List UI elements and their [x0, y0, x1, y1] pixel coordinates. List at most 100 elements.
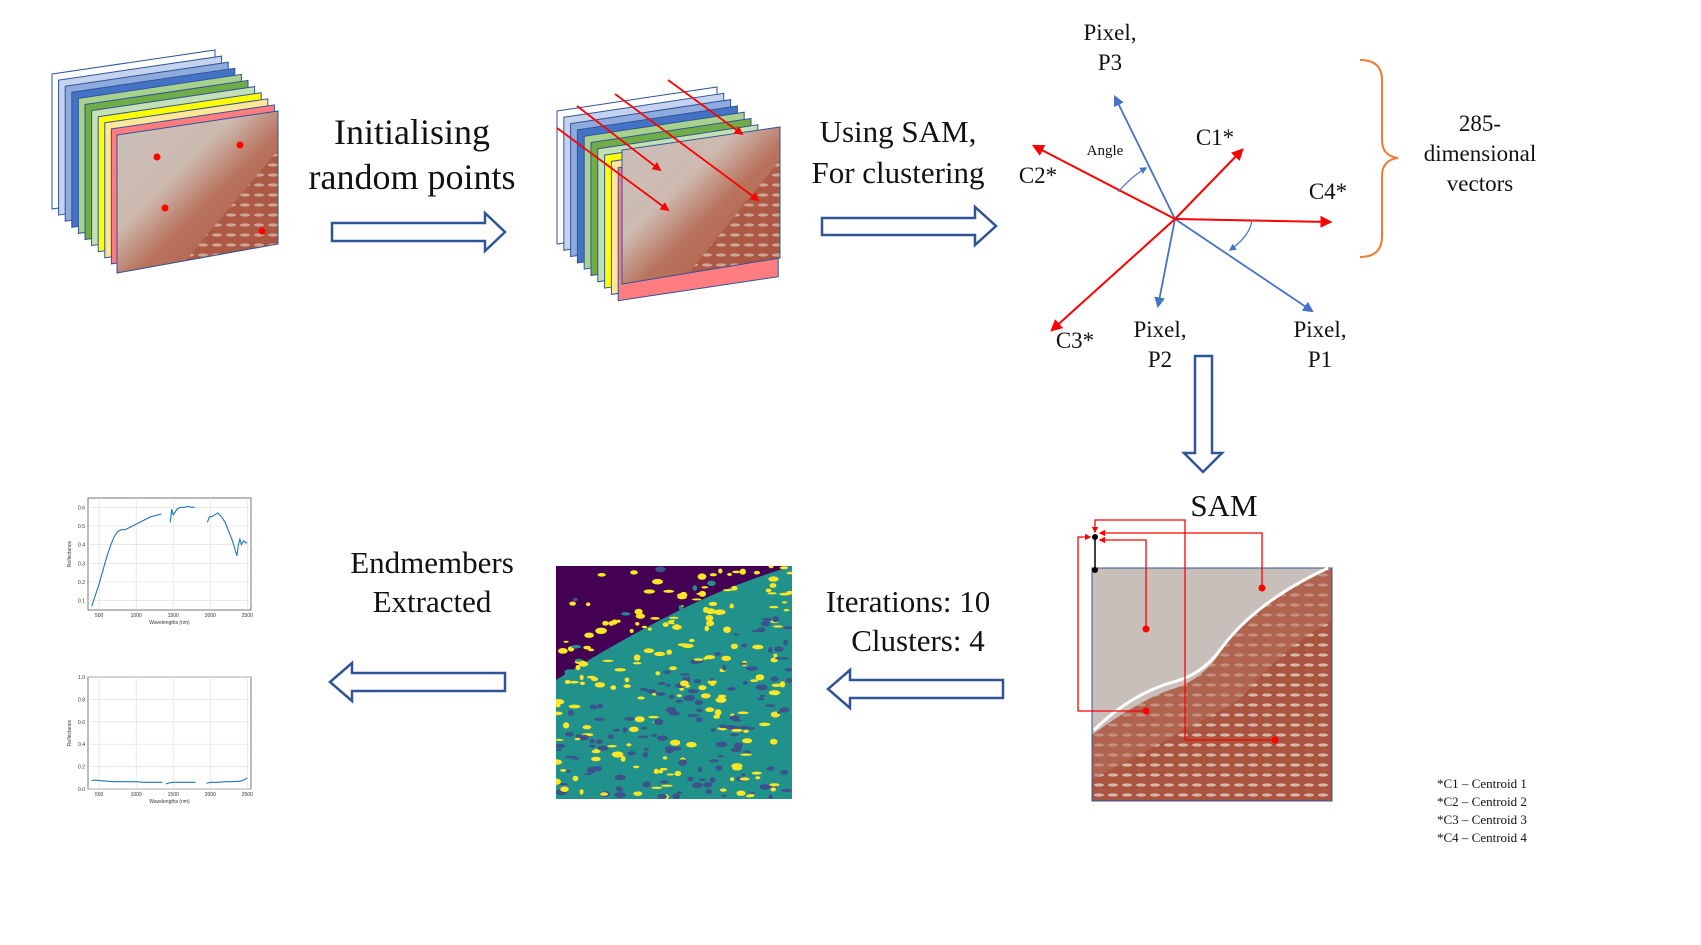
cluster-pixel: [623, 717, 635, 721]
c4-label: C4*: [1309, 179, 1347, 204]
cluster-pixel: [783, 609, 790, 612]
endmember-spectrum-chart-2: 500 1000 1500 2000 2500 0.0 0.2 0.4 0.6 0.8 1.0 Wav…: [67, 675, 253, 805]
cluster-map: [556, 566, 792, 799]
cluster-pixel: [633, 791, 643, 796]
cluster-pixel: [743, 608, 754, 614]
y-tick-label: 0.2: [78, 580, 85, 586]
cluster-pixel: [785, 678, 792, 683]
cluster-pixel: [695, 717, 703, 723]
cluster-pixel: [771, 683, 782, 687]
cluster-pixel: [633, 765, 640, 769]
cluster-pixel: [602, 620, 609, 626]
cluster-pixel: [739, 725, 749, 730]
cluster-pixel: [643, 648, 655, 653]
cluster-pixel: [768, 690, 781, 696]
endmembers-label-line2: Extracted: [373, 584, 492, 619]
texture-image: [622, 127, 780, 284]
cluster-pixel: [697, 573, 707, 580]
cluster-pixel: [768, 576, 779, 582]
pixel-vector-p2: [1154, 218, 1176, 309]
cluster-pixel: [705, 707, 715, 712]
spectral-angle-vectors: [1031, 95, 1333, 332]
cluster-pixel: [729, 733, 740, 737]
cluster-pixel: [696, 708, 704, 712]
cluster-pixel: [718, 568, 723, 574]
x-tick-label: 2000: [205, 792, 216, 798]
cluster-pixel: [770, 787, 777, 792]
y-tick-label: 0.4: [78, 742, 85, 748]
cluster-pixel: [672, 793, 680, 799]
cluster-pixel: [556, 748, 562, 751]
flow-arrow-left: [826, 667, 1005, 711]
cluster-pixel: [558, 783, 569, 786]
cluster-pixel: [687, 694, 695, 702]
cluster-pixel: [670, 746, 682, 751]
cluster-pixel: [629, 629, 634, 633]
cluster-pixel: [721, 655, 732, 662]
legend-item: *C1 – Centroid 1: [1437, 776, 1527, 791]
cluster-pixel: [622, 727, 628, 733]
cluster-pixel: [773, 653, 778, 658]
sam-title: SAM: [1190, 488, 1257, 523]
cluster-pixel: [745, 666, 758, 671]
clusters-label: Clusters: 4: [851, 623, 985, 658]
cluster-pixel: [556, 703, 561, 708]
cluster-pixel: [777, 711, 781, 714]
init-label-line2: random points: [309, 157, 516, 197]
cluster-pixel: [556, 699, 565, 705]
cluster-pixel: [676, 694, 682, 698]
pixel-p3-label-line2: P3: [1098, 50, 1122, 75]
cluster-pixel: [717, 755, 724, 758]
cluster-pixel: [745, 794, 753, 798]
cluster-pixel: [769, 738, 778, 745]
cluster-pixel: [736, 790, 746, 796]
cluster-pixel: [614, 774, 626, 781]
cluster-pixel: [657, 794, 667, 799]
cluster-pixel: [642, 781, 651, 788]
y-axis-label: Reflectance: [67, 720, 73, 747]
x-tick-label: 1000: [131, 792, 142, 798]
cluster-pixel: [651, 786, 663, 789]
cluster-pixel: [677, 791, 682, 794]
pixel-vector-p1: [1174, 218, 1314, 313]
cluster-pixel: [634, 608, 643, 615]
cluster-pixel: [762, 617, 772, 622]
cluster-pixel: [567, 709, 575, 717]
cluster-pixel: [759, 694, 765, 698]
cluster-pixel: [612, 728, 620, 732]
cluster-pixel: [769, 783, 780, 787]
cluster-pixel: [770, 676, 779, 682]
cluster-pixel: [768, 646, 773, 653]
cluster-pixel: [707, 580, 716, 586]
projection-line: [667, 79, 744, 136]
cluster-pixel: [560, 786, 569, 792]
pixel-p2-label-line2: P2: [1148, 347, 1172, 372]
cluster-pixel: [742, 729, 749, 733]
cluster-pixel: [709, 573, 717, 577]
cluster-pixel: [719, 614, 728, 618]
sam-label-line2: For clustering: [811, 155, 984, 190]
cluster-pixel: [764, 704, 776, 707]
cluster-pixel: [698, 685, 707, 691]
cluster-pixel: [558, 648, 568, 654]
cluster-pixel: [699, 778, 706, 782]
cluster-pixel: [714, 652, 721, 656]
cluster-pixel: [594, 682, 606, 688]
init-label-line1: Initialising: [334, 112, 490, 152]
cluster-pixel: [654, 718, 664, 726]
cluster-pixel: [692, 585, 698, 591]
link-line: [1091, 519, 1275, 741]
cluster-pixel: [656, 735, 669, 741]
cluster-pixel: [674, 770, 682, 777]
cluster-pixel: [709, 680, 716, 686]
cluster-pixel: [652, 578, 663, 585]
cluster-pixel: [669, 666, 677, 671]
hyperspectral-stack-initial: [51, 49, 279, 274]
cluster-pixel: [574, 658, 583, 662]
cluster-pixel: [779, 681, 786, 688]
cluster-pixel: [608, 621, 615, 626]
cluster-pixel: [621, 612, 631, 616]
cluster-pixel: [638, 735, 649, 739]
cluster-pixel: [666, 649, 672, 655]
cluster-pixel: [659, 767, 668, 771]
